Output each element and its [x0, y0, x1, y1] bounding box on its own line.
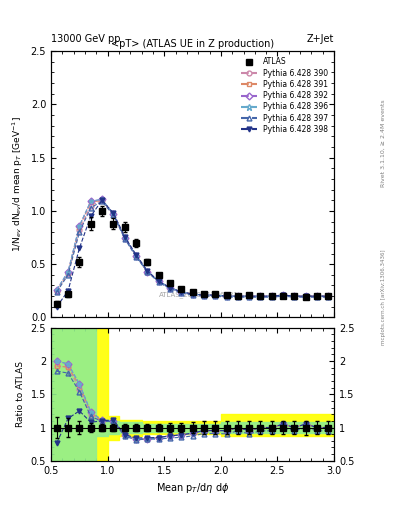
X-axis label: Mean p$_T$/d$\eta$ d$\phi$: Mean p$_T$/d$\eta$ d$\phi$: [156, 481, 230, 495]
Text: Z+Jet: Z+Jet: [307, 34, 334, 44]
Text: 13000 GeV pp: 13000 GeV pp: [51, 34, 121, 44]
Text: mcplots.cern.ch [arXiv:1306.3436]: mcplots.cern.ch [arXiv:1306.3436]: [381, 249, 386, 345]
Title: <pT> (ATLAS UE in Z production): <pT> (ATLAS UE in Z production): [111, 39, 274, 49]
Legend: ATLAS, Pythia 6.428 390, Pythia 6.428 391, Pythia 6.428 392, Pythia 6.428 396, P: ATLAS, Pythia 6.428 390, Pythia 6.428 39…: [239, 55, 330, 136]
Y-axis label: Ratio to ATLAS: Ratio to ATLAS: [16, 361, 25, 427]
Text: ATLAS_2019_I1736531: ATLAS_2019_I1736531: [159, 291, 239, 298]
Y-axis label: 1/N$_{ev}$ dN$_{ev}$/d mean p$_T$ [GeV$^{-1}$]: 1/N$_{ev}$ dN$_{ev}$/d mean p$_T$ [GeV$^…: [11, 116, 25, 252]
Text: Rivet 3.1.10, ≥ 2.4M events: Rivet 3.1.10, ≥ 2.4M events: [381, 99, 386, 187]
